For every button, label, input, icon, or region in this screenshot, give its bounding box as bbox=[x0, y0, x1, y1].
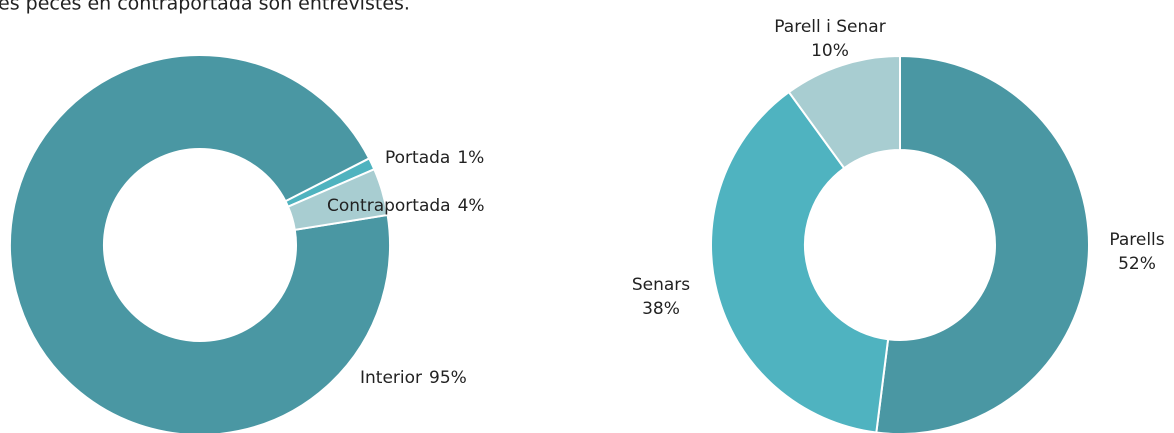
donut-segment bbox=[9, 54, 391, 433]
donut-segment bbox=[286, 167, 389, 231]
caption: es peces en contraportada son entreviste… bbox=[0, 0, 410, 15]
value-label: 1% bbox=[457, 148, 484, 168]
donut-segment bbox=[787, 54, 901, 170]
value-label: 10% bbox=[811, 41, 849, 61]
segment-label: Parells 52% bbox=[1109, 230, 1164, 274]
category-label: Interior bbox=[360, 368, 422, 388]
category-label: Portada bbox=[385, 148, 450, 168]
donut-segment bbox=[875, 54, 1090, 433]
category-label: Parell i Senar bbox=[774, 17, 885, 37]
segment-label: Contraportada 4% bbox=[327, 196, 485, 216]
category-label: Senars bbox=[632, 275, 690, 295]
segment-label: Parell i Senar 10% bbox=[774, 17, 885, 61]
segment-label: Senars 38% bbox=[632, 275, 690, 319]
value-label: 4% bbox=[458, 196, 485, 216]
value-label: 52% bbox=[1118, 254, 1156, 274]
value-label: 38% bbox=[642, 299, 680, 319]
value-label: 95% bbox=[429, 368, 467, 388]
donut-segment bbox=[710, 90, 890, 433]
category-label: Contraportada bbox=[327, 196, 451, 216]
segment-label: Interior 95% bbox=[360, 368, 467, 388]
segment-label: Portada 1% bbox=[385, 148, 484, 168]
category-label: Parells bbox=[1109, 230, 1164, 250]
